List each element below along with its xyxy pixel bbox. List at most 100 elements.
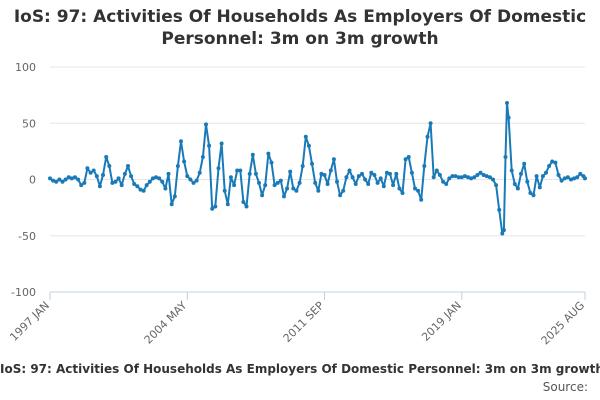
data-point <box>253 171 258 176</box>
data-point <box>91 168 96 173</box>
data-point <box>79 183 84 188</box>
data-point <box>328 168 333 173</box>
data-point <box>260 193 265 198</box>
data-point <box>216 166 221 171</box>
data-point <box>319 171 324 176</box>
data-point <box>406 155 411 159</box>
chart-title: IoS: 97: Activities Of Households As Emp… <box>13 7 587 49</box>
data-point <box>278 178 283 183</box>
data-point <box>500 231 505 236</box>
data-point <box>378 176 383 181</box>
data-point <box>522 161 527 166</box>
data-point <box>113 179 118 184</box>
data-point <box>285 186 290 191</box>
data-point <box>313 180 318 185</box>
data-point <box>169 202 174 207</box>
data-point <box>269 160 274 165</box>
data-point <box>372 173 377 177</box>
data-point <box>388 171 392 176</box>
data-point <box>335 179 339 184</box>
data-point <box>422 164 427 168</box>
data-point <box>550 159 555 164</box>
data-point <box>150 176 155 181</box>
data-point <box>282 194 286 199</box>
data-point <box>425 134 430 139</box>
data-point <box>472 175 477 180</box>
data-point <box>331 157 336 162</box>
data-point <box>381 184 386 189</box>
data-point <box>204 122 208 127</box>
data-point <box>525 179 530 184</box>
data-point <box>353 182 358 186</box>
data-point <box>107 164 112 168</box>
data-point <box>235 168 240 173</box>
data-point <box>575 175 580 180</box>
data-point <box>481 173 486 177</box>
data-point <box>484 174 489 179</box>
data-point <box>459 175 464 180</box>
footer-title: IoS: 97: Activities Of Households As Emp… <box>0 362 600 376</box>
data-point <box>188 177 193 182</box>
data-point <box>60 179 65 184</box>
data-point <box>363 177 368 182</box>
data-point <box>185 174 190 179</box>
data-point <box>360 171 364 176</box>
data-point <box>51 178 56 183</box>
y-axis: 100 50 0 -50 -100 <box>11 61 36 299</box>
data-point <box>241 200 246 204</box>
y-tick-label: -50 <box>18 230 36 243</box>
data-point <box>444 182 449 186</box>
data-point <box>85 166 90 171</box>
data-point <box>553 160 558 165</box>
data-point <box>191 180 196 185</box>
y-tick-label: -100 <box>11 286 36 299</box>
data-point <box>94 174 99 179</box>
data-point <box>413 186 417 191</box>
data-point <box>163 186 168 191</box>
data-point <box>391 183 396 188</box>
data-point <box>160 179 165 184</box>
data-point <box>225 202 230 207</box>
data-point <box>126 164 130 168</box>
data-point <box>247 171 252 176</box>
data-point <box>494 183 499 188</box>
data-point <box>132 182 137 186</box>
data-point <box>250 152 255 157</box>
data-point <box>310 161 314 166</box>
data-point <box>505 101 509 105</box>
data-point <box>325 182 330 186</box>
data-point <box>462 174 467 179</box>
data-point <box>583 176 587 181</box>
data-point <box>154 175 159 180</box>
data-point <box>97 184 102 189</box>
data-point <box>82 180 87 185</box>
data-point <box>562 176 567 181</box>
data-point <box>572 176 577 181</box>
data-point <box>509 168 514 173</box>
series-layer <box>48 101 587 236</box>
data-point <box>450 174 455 179</box>
data-point <box>501 228 506 233</box>
data-point <box>101 173 105 177</box>
data-point <box>375 180 380 185</box>
data-point <box>73 175 77 180</box>
data-point <box>116 176 121 181</box>
data-point <box>291 186 296 191</box>
data-point <box>491 177 495 182</box>
data-point <box>197 170 202 175</box>
data-point <box>157 176 162 181</box>
data-point <box>556 173 561 177</box>
data-point <box>441 179 446 184</box>
data-point <box>66 175 71 180</box>
x-tick-label: 2011 SEP <box>281 299 327 345</box>
y-tick-label: 100 <box>15 61 36 74</box>
data-point <box>350 175 355 180</box>
data-point <box>263 183 268 188</box>
data-point <box>384 170 389 175</box>
data-point <box>519 171 523 176</box>
data-point <box>531 193 536 198</box>
data-point <box>200 155 205 159</box>
data-point <box>135 184 140 189</box>
x-tick-label: 2025 AUG <box>539 299 588 348</box>
data-point <box>57 177 62 182</box>
